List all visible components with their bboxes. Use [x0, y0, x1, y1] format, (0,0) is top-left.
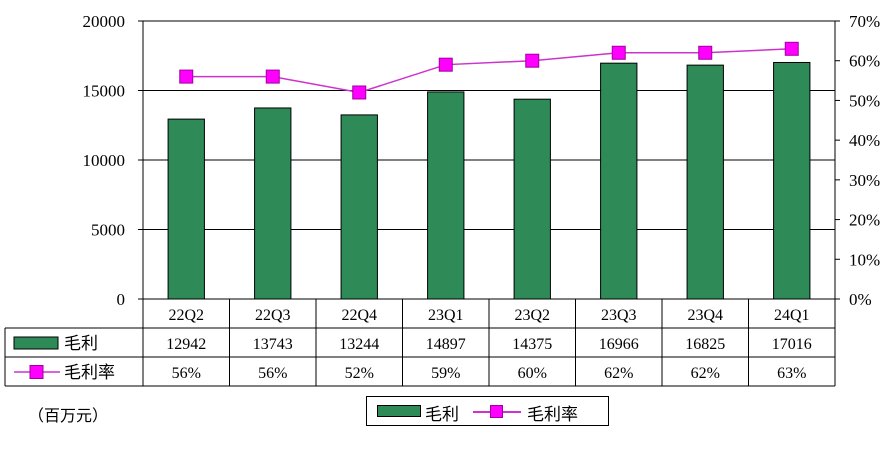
y-right-tick-label: 20%: [849, 211, 880, 230]
y-right-tick-label: 50%: [849, 91, 880, 110]
table-value-bar: 13743: [253, 336, 293, 353]
line-marker: [352, 85, 367, 100]
table-value-bar: 13244: [339, 336, 379, 353]
bar: [686, 64, 724, 300]
y-right-tick-label: 0%: [849, 290, 872, 309]
line-marker: [784, 41, 799, 56]
y-right-tick-label: 40%: [849, 131, 880, 150]
bar: [340, 114, 378, 300]
x-category-label: 23Q4: [687, 307, 723, 324]
y-right-tick-label: 70%: [849, 12, 880, 31]
table-value-line: 56%: [258, 365, 287, 382]
y-left-tick-label: 15000: [83, 82, 126, 101]
bar: [254, 107, 292, 300]
line-marker: [265, 69, 280, 84]
table-value-bar: 16825: [685, 336, 725, 353]
x-category-label: 24Q1: [774, 307, 810, 324]
legend-marker-swatch: [490, 405, 503, 418]
line-marker: [179, 69, 194, 84]
y-right-tick-label: 60%: [849, 52, 880, 71]
line-marker: [698, 45, 713, 60]
table-value-bar: 14897: [426, 336, 466, 353]
unit-note: （百万元）: [28, 406, 109, 425]
table-value-line: 56%: [172, 365, 201, 382]
x-category-label: 23Q1: [428, 307, 464, 324]
table-value-bar: 17016: [772, 336, 812, 353]
table-value-bar: 16966: [599, 336, 639, 353]
table-row-bar-label: 毛利: [64, 334, 98, 354]
y-right-tick-label: 30%: [849, 171, 880, 190]
table-value-line: 62%: [604, 365, 633, 382]
x-category-label: 22Q2: [168, 307, 204, 324]
x-category-label: 22Q4: [341, 307, 377, 324]
x-category-label: 23Q2: [514, 307, 550, 324]
bar: [167, 118, 205, 300]
y-left-tick-label: 20000: [83, 12, 126, 31]
table-value-bar: 14375: [512, 336, 552, 353]
table-value-line: 62%: [691, 365, 720, 382]
line-marker: [611, 45, 626, 60]
line-marker: [525, 53, 540, 68]
y-left-tick-label: 0: [117, 290, 126, 309]
y-right-tick-label: 10%: [849, 250, 880, 269]
y-left-tick-label: 10000: [83, 151, 126, 170]
table-value-line: 52%: [345, 365, 374, 382]
legend-bar-label: 毛利: [425, 405, 459, 425]
table-value-line: 63%: [777, 365, 806, 382]
legend-bar-swatch: [377, 405, 421, 417]
table-row-line-marker: [29, 365, 44, 379]
line-marker: [438, 57, 453, 72]
bar: [513, 98, 551, 300]
table-value-line: 59%: [431, 365, 460, 382]
bar: [427, 91, 465, 300]
y-left-tick-label: 5000: [91, 221, 125, 240]
table-row-line-label: 毛利率: [64, 363, 115, 383]
x-category-label: 23Q3: [601, 307, 637, 324]
table-value-bar: 12942: [166, 336, 206, 353]
x-category-label: 22Q3: [255, 307, 291, 324]
legend-line-label: 毛利率: [527, 405, 578, 425]
bar: [600, 62, 638, 300]
table-row-bar-swatch: [13, 336, 59, 350]
legend: 毛利 毛利率: [366, 396, 609, 426]
line-series: [186, 48, 792, 94]
table-value-line: 60%: [518, 365, 547, 382]
bar: [773, 61, 811, 300]
